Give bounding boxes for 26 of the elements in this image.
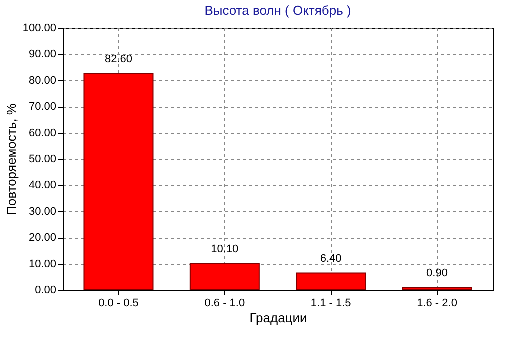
x-tick-label: 0.0 - 0.5 [98,298,139,310]
x-tick-label: 1.1 - 1.5 [310,298,352,310]
x-axis-title: Градации [250,310,308,326]
y-tick-label: 60.00 [28,127,56,140]
y-tick-label: 30.00 [28,206,56,218]
y-tick-label: 0.00 [35,284,56,296]
x-tick-label: 0.6 - 1.0 [204,298,246,310]
bar [190,263,260,290]
y-axis-title: Повторяемость, % [4,103,19,216]
data-label: 82.60 [104,54,133,66]
data-label: 10.10 [211,244,239,256]
y-tick-label: 90.00 [28,48,56,61]
data-label: 0.90 [426,268,448,280]
y-tick-label: 80.00 [28,74,56,87]
x-tick-label: 1.6 - 2.0 [417,298,458,310]
y-tick-label: 50.00 [28,154,56,166]
y-tick-label: 10.00 [28,258,56,270]
y-tick-label: 70.00 [28,101,56,114]
bar [296,272,366,290]
bar [84,73,154,290]
y-tick-label: 20.00 [28,232,56,244]
bar [402,287,472,290]
y-tick-label: 40.00 [28,180,56,192]
y-tick-label: 100.00 [22,22,56,34]
data-label: 6.40 [320,253,342,266]
chart-title: Высота волн ( Октябрь ) [204,3,352,18]
